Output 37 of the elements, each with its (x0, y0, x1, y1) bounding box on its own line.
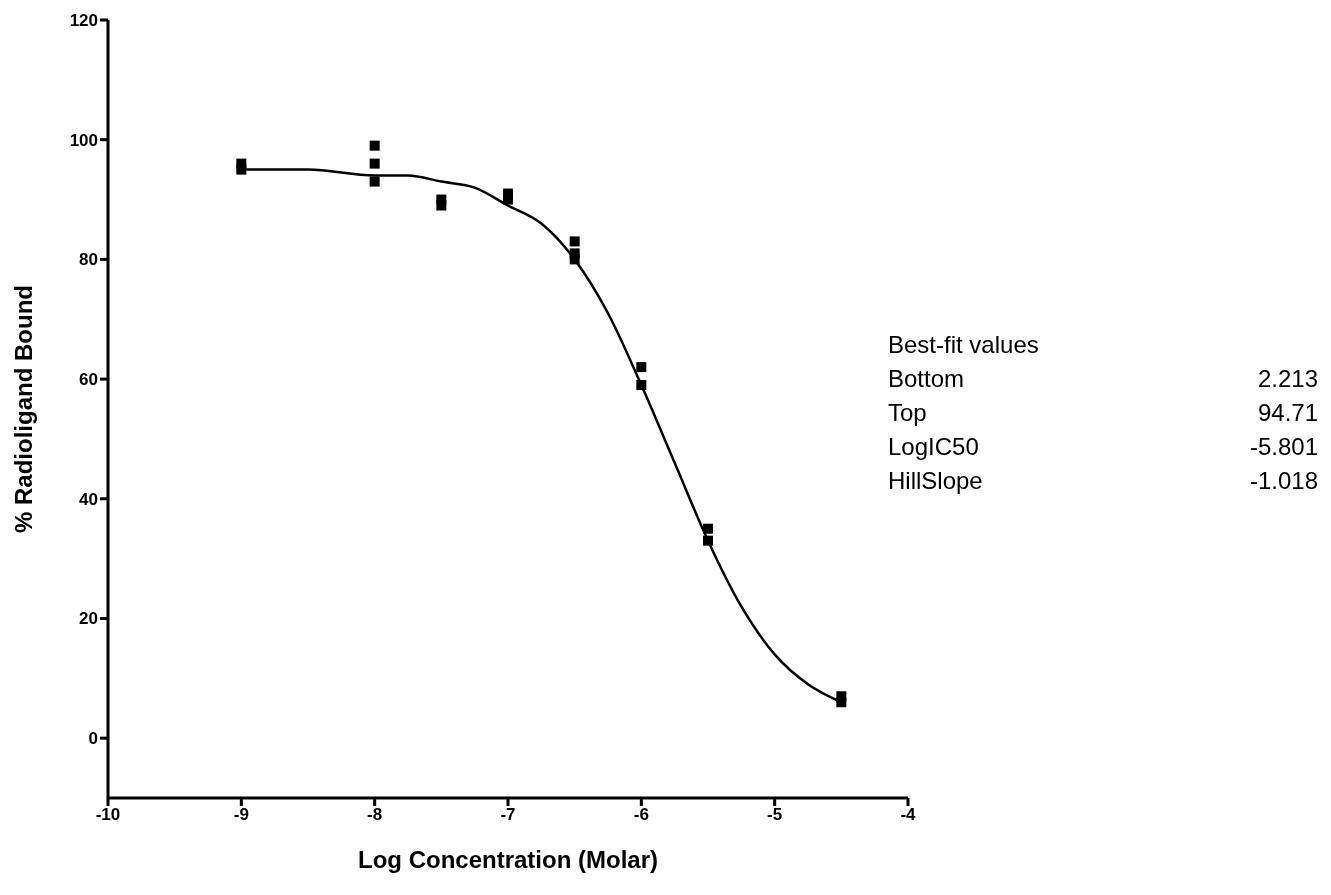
x-tick-label: -9 (233, 805, 249, 825)
x-tick-label: -6 (633, 805, 649, 825)
y-tick-label: 20 (79, 609, 98, 629)
y-tick-label: 60 (79, 370, 98, 390)
annotation: Bottom (888, 364, 965, 394)
x-tick-label: -5 (767, 805, 783, 825)
point (636, 362, 647, 373)
point (236, 158, 247, 169)
x-axis-title: Log Concentration (Molar) (358, 846, 658, 873)
y-axis-title: % Radioligand Bound (9, 285, 37, 533)
point (369, 176, 380, 187)
annotation: LogIC50 (888, 432, 979, 462)
point (703, 535, 713, 546)
annotation: HillSlope (888, 466, 983, 496)
point (569, 254, 580, 265)
annotation: Top (888, 398, 927, 428)
annotation: Best-fit values (888, 330, 1040, 360)
point (436, 200, 447, 211)
text: -5.801 (1249, 432, 1318, 462)
point (369, 140, 380, 151)
x-tick-label: -7 (500, 805, 516, 825)
point (636, 380, 647, 391)
x-tick-label: -8 (367, 805, 383, 825)
text: 94.71 (1257, 398, 1318, 428)
x-tick-label: -10 (95, 805, 121, 825)
y-tick-label: 120 (69, 11, 98, 31)
y-tick-label: 80 (79, 250, 98, 270)
text: -1.018 (1249, 466, 1318, 496)
y-tick-label: 0 (88, 729, 98, 749)
point (369, 158, 380, 169)
point (703, 523, 713, 534)
text: 2.213 (1257, 364, 1318, 394)
x-tick-label: -4 (900, 805, 917, 825)
point (836, 697, 847, 708)
y-tick-label: 40 (79, 489, 98, 509)
point (569, 236, 580, 247)
y-tick-label: 100 (69, 130, 98, 150)
